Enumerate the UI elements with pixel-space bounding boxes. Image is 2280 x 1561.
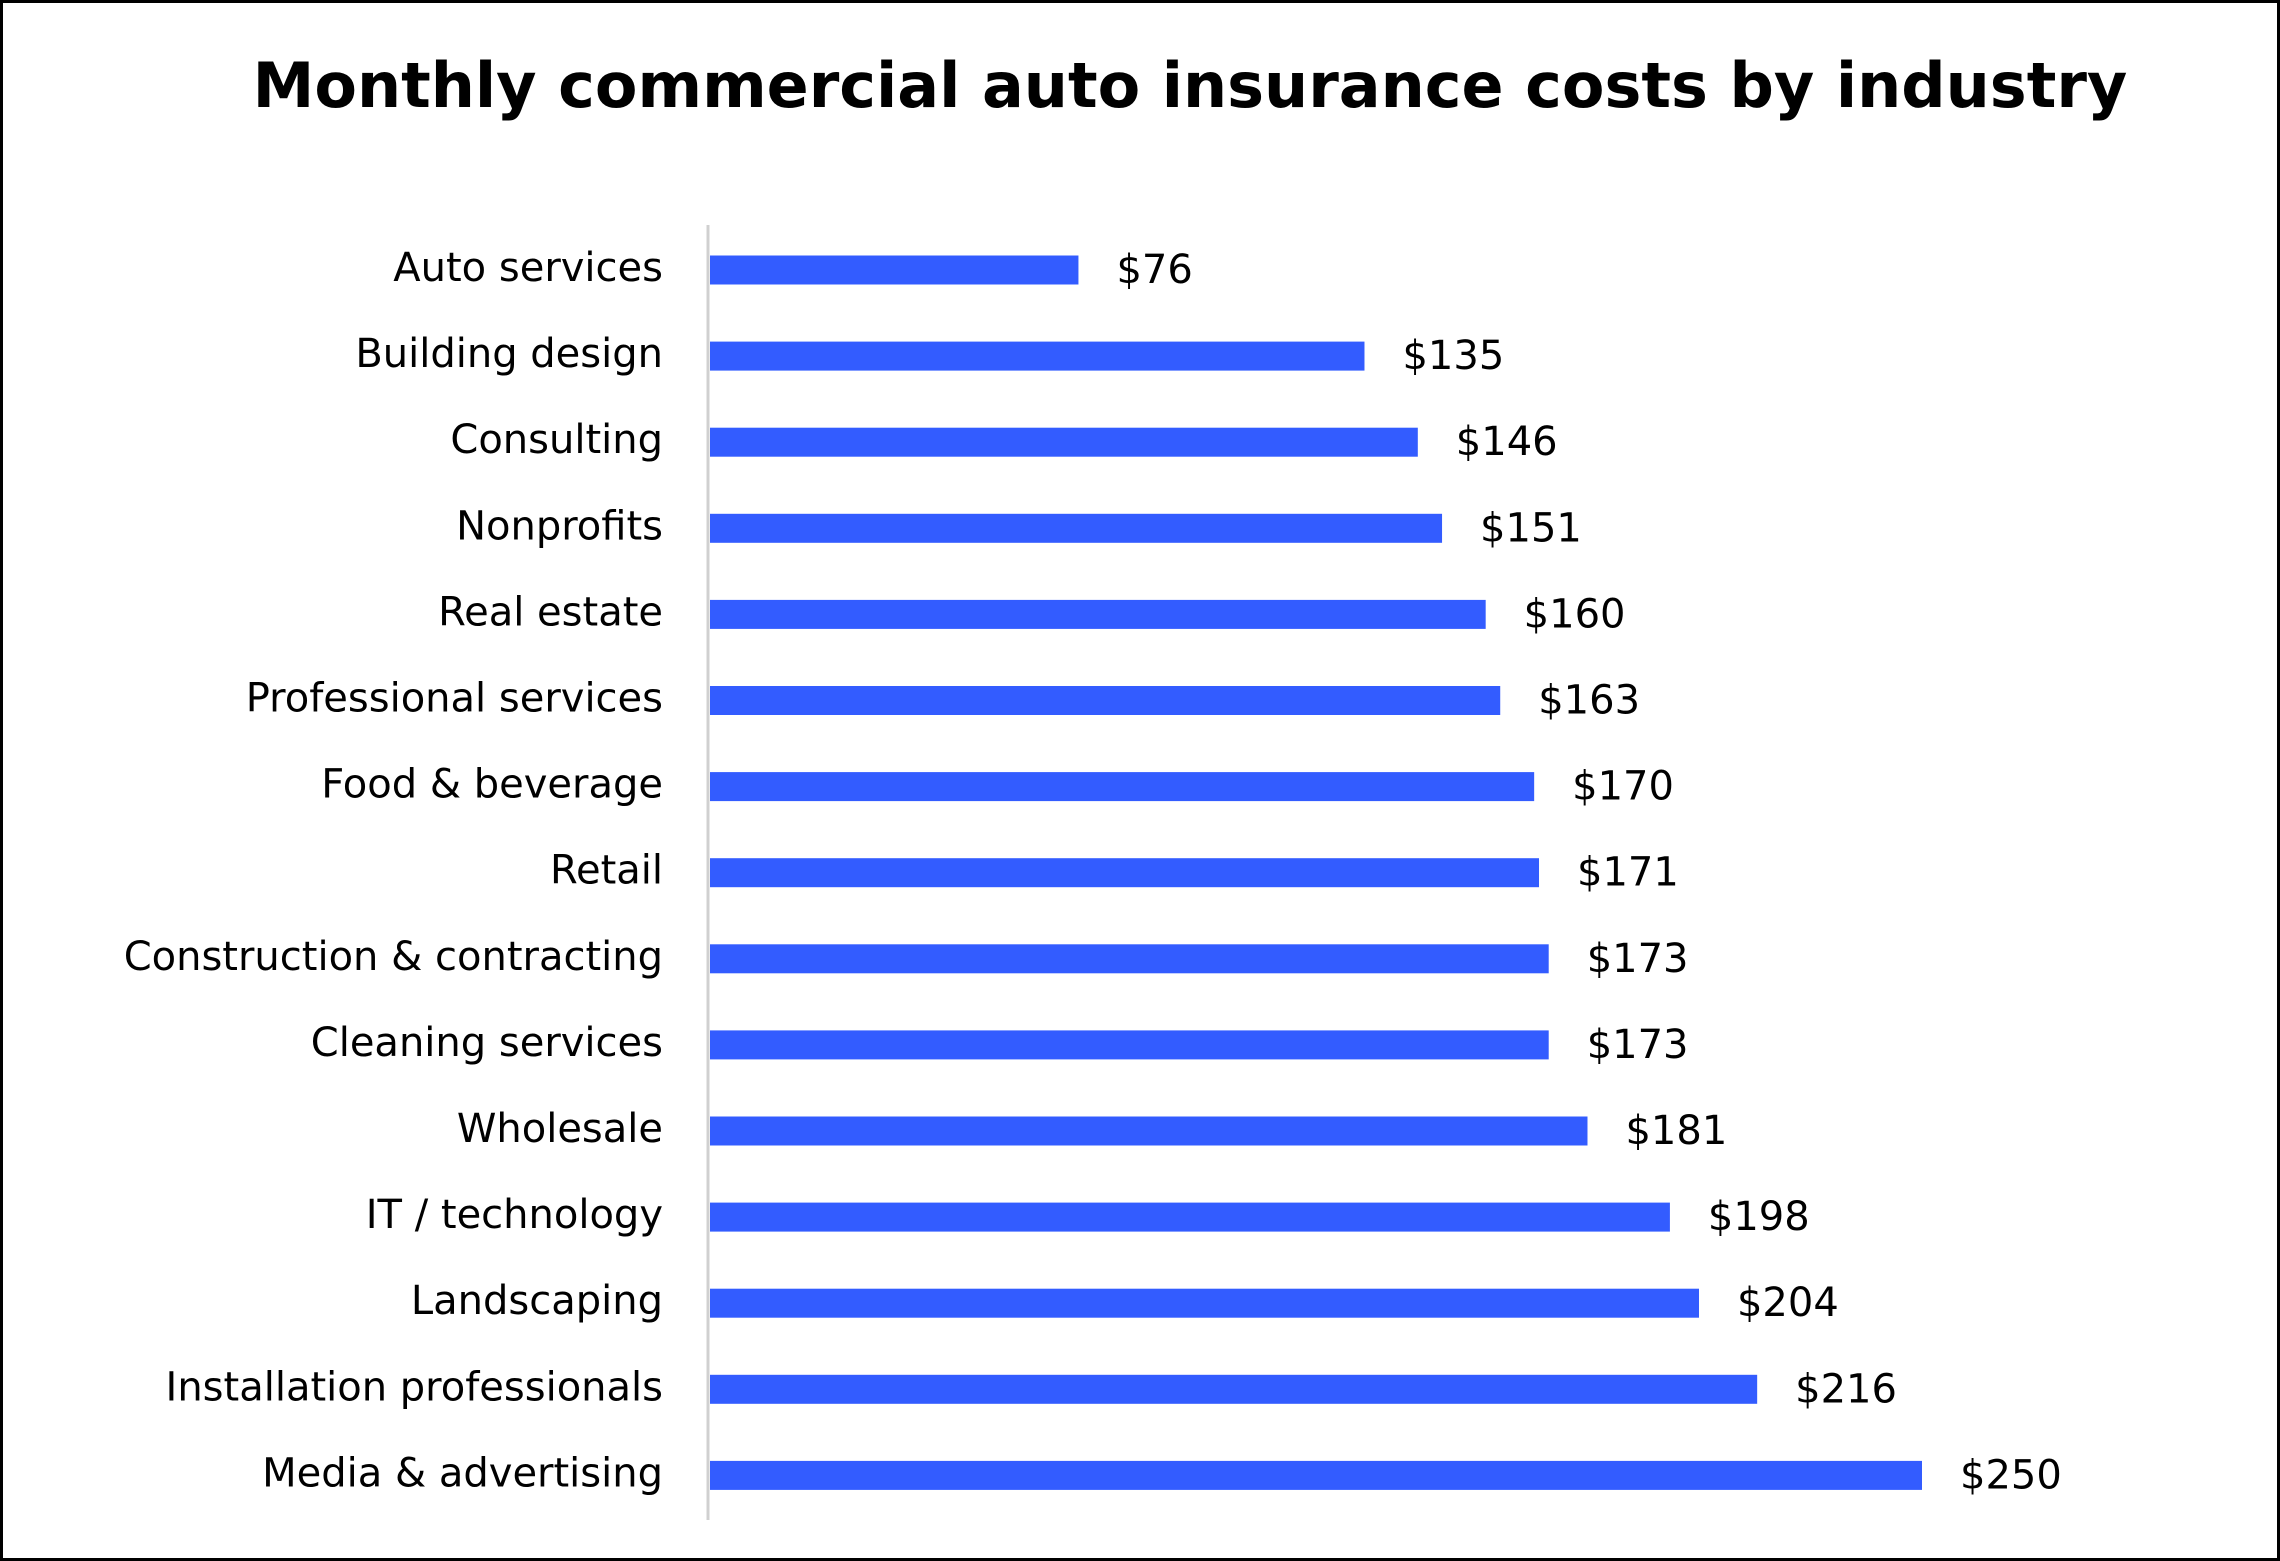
bar bbox=[710, 513, 1443, 543]
data-label: $173 bbox=[1587, 1022, 1689, 1068]
y-tick-label: Wholesale bbox=[457, 1106, 663, 1152]
y-tick-label: Cleaning services bbox=[311, 1020, 663, 1066]
bar bbox=[710, 858, 1540, 888]
y-tick-label: Construction & contracting bbox=[124, 934, 663, 980]
data-label: $171 bbox=[1577, 850, 1679, 896]
data-label: $204 bbox=[1737, 1280, 1839, 1326]
data-label: $163 bbox=[1538, 678, 1640, 724]
data-label: $181 bbox=[1625, 1108, 1727, 1154]
y-tick-label: Landscaping bbox=[411, 1278, 663, 1324]
data-label: $151 bbox=[1480, 505, 1582, 551]
y-tick-label: Auto services bbox=[393, 245, 663, 291]
bar bbox=[710, 1116, 1588, 1146]
bar bbox=[710, 599, 1486, 629]
y-tick-label: IT / technology bbox=[366, 1192, 663, 1238]
bar bbox=[710, 427, 1418, 457]
data-label: $250 bbox=[1960, 1452, 2062, 1498]
bar bbox=[710, 1202, 1670, 1232]
data-label: $146 bbox=[1456, 419, 1558, 465]
bar bbox=[710, 772, 1535, 802]
data-label: $160 bbox=[1524, 591, 1626, 637]
y-tick-label: Media & advertising bbox=[262, 1450, 663, 1496]
bar bbox=[710, 1288, 1699, 1318]
bar bbox=[710, 1460, 1922, 1490]
data-label: $170 bbox=[1572, 764, 1674, 810]
chart-title: Monthly commercial auto insurance costs … bbox=[253, 49, 2128, 122]
y-tick-label: Consulting bbox=[450, 417, 663, 463]
data-label: $216 bbox=[1795, 1366, 1897, 1412]
bar bbox=[710, 944, 1549, 974]
y-tick-label: Building design bbox=[355, 331, 663, 377]
data-label: $198 bbox=[1708, 1194, 1810, 1240]
y-tick-label: Installation professionals bbox=[166, 1364, 663, 1410]
y-tick-label: Food & beverage bbox=[321, 762, 663, 808]
y-tick-label: Nonprofits bbox=[456, 503, 663, 549]
data-label: $173 bbox=[1587, 936, 1689, 982]
bar bbox=[710, 686, 1501, 715]
y-tick-label: Real estate bbox=[438, 589, 663, 635]
y-tick-label: Retail bbox=[550, 848, 663, 894]
bar bbox=[710, 255, 1079, 285]
bar bbox=[710, 341, 1365, 371]
bar bbox=[710, 1030, 1549, 1060]
y-tick-label: Professional services bbox=[246, 676, 663, 722]
bar bbox=[710, 1374, 1758, 1404]
data-label: $76 bbox=[1116, 247, 1192, 293]
data-label: $135 bbox=[1402, 333, 1504, 379]
